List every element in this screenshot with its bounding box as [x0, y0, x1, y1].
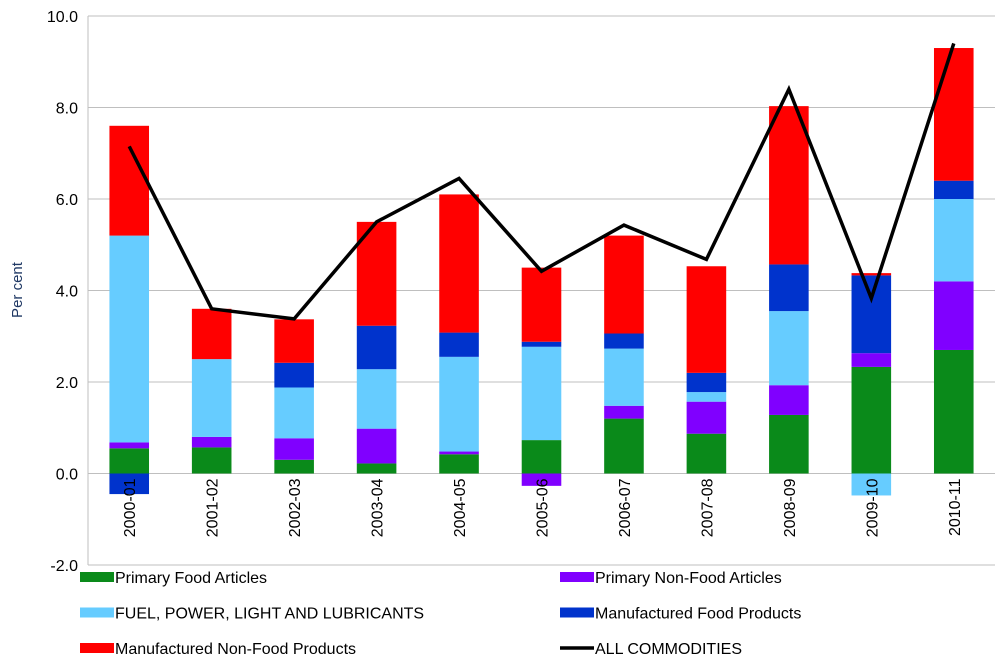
bar-segment: [851, 353, 892, 367]
x-tick-label: 2009-10: [864, 478, 881, 537]
bar-segment: [933, 281, 974, 350]
bar-segment: [851, 275, 892, 354]
bar-segment: [933, 349, 974, 474]
bar-segment: [356, 369, 397, 429]
bar-segment: [191, 359, 232, 437]
legend-label: ALL COMMODITIES: [595, 641, 742, 658]
bar-segment: [769, 106, 809, 265]
bar-segment: [604, 348, 644, 406]
bar-segment: [521, 346, 562, 441]
y-axis-label: Per cent: [9, 261, 26, 318]
bar-segment: [274, 362, 314, 388]
bar-segment: [769, 311, 809, 386]
legend-label: FUEL, POWER, LIGHT AND LUBRICANTS: [115, 606, 424, 623]
bar-segment: [356, 428, 397, 464]
bar-segment: [933, 199, 974, 282]
bar-segment: [356, 463, 397, 474]
bar-segment: [439, 454, 479, 474]
bar-segment: [439, 356, 479, 452]
y-tick-label: 10.0: [47, 9, 78, 26]
x-tick-label: 2004-05: [452, 478, 469, 537]
bar-segment: [769, 264, 809, 312]
bar-segment: [191, 447, 232, 474]
x-tick-label: 2003-04: [370, 478, 387, 537]
bar-segment: [274, 319, 314, 363]
bar-segment: [356, 325, 397, 370]
bar-segment: [274, 459, 314, 474]
x-tick-label: 2002-03: [287, 478, 304, 537]
bar-segment: [604, 333, 644, 349]
legend-swatch: [80, 572, 114, 582]
bar-segment: [769, 385, 809, 415]
bar-segment: [191, 308, 232, 360]
bar-segment: [439, 194, 479, 333]
legend-label: Primary Non-Food Articles: [595, 570, 782, 587]
bar-segment: [851, 273, 892, 276]
bar-segment: [439, 332, 479, 357]
y-tick-label: 4.0: [56, 284, 78, 301]
bar-segment: [274, 438, 314, 460]
bar-segment: [109, 473, 150, 495]
bar-segment: [191, 436, 232, 448]
y-tick-label: 0.0: [56, 467, 78, 484]
x-tick-label: 2001-02: [205, 478, 222, 537]
bar-segment: [521, 473, 562, 486]
legend-swatch: [560, 572, 594, 582]
legend-label: Manufactured Non-Food Products: [115, 641, 356, 658]
bar-segment: [109, 125, 150, 236]
bar-segment: [604, 235, 644, 334]
bar-segment: [686, 433, 727, 474]
bar-segment: [604, 418, 644, 474]
bar-segment: [439, 451, 479, 455]
x-tick-label: 2007-08: [699, 478, 716, 537]
bar-segment: [521, 267, 562, 342]
legend-label: Primary Food Articles: [115, 570, 267, 587]
bar-segment: [933, 180, 974, 199]
x-tick-label: 2006-07: [617, 478, 634, 537]
bar-segment: [851, 473, 892, 496]
bar-segment: [769, 414, 809, 474]
x-tick-label: 2005-06: [535, 478, 552, 537]
bar-segment: [686, 392, 727, 402]
bar-segment: [109, 442, 150, 449]
y-tick-label: 8.0: [56, 101, 78, 118]
y-tick-label: 2.0: [56, 375, 78, 392]
y-tick-label: 6.0: [56, 192, 78, 209]
x-tick-label: 2008-09: [782, 478, 799, 537]
bar-segment: [521, 440, 562, 474]
bar-segment: [686, 372, 727, 393]
bar-segment: [521, 341, 562, 347]
bar-segment: [604, 405, 644, 419]
bar-segment: [109, 448, 150, 474]
bar-segment: [686, 401, 727, 434]
legend-swatch: [560, 607, 594, 618]
bar-segment: [109, 235, 150, 443]
bar-segment: [274, 387, 314, 439]
x-tick-label: 2010-11: [947, 478, 964, 536]
legend-swatch: [80, 607, 114, 618]
line-series: [127, 42, 956, 321]
legend-swatch: [80, 643, 114, 653]
y-tick-label: -2.0: [50, 558, 78, 575]
x-tick-label: 2000-01: [122, 478, 139, 537]
bar-segment: [851, 366, 892, 474]
legend-label: Manufactured Food Products: [595, 606, 801, 623]
bar-segment: [686, 266, 727, 373]
bar-segment: [933, 48, 974, 181]
